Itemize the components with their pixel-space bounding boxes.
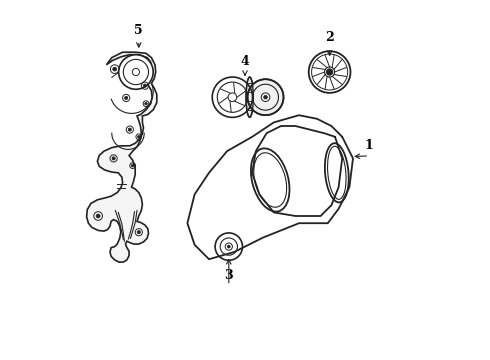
Circle shape [264, 95, 268, 99]
Text: 3: 3 [224, 269, 233, 282]
Circle shape [96, 214, 100, 218]
Circle shape [145, 102, 147, 105]
Circle shape [124, 96, 128, 100]
Circle shape [131, 164, 134, 167]
Text: 1: 1 [365, 139, 373, 152]
Ellipse shape [246, 77, 253, 117]
Circle shape [247, 79, 284, 115]
Circle shape [143, 84, 147, 87]
Circle shape [119, 55, 153, 89]
Text: 4: 4 [241, 55, 249, 68]
Text: 5: 5 [134, 24, 143, 37]
Circle shape [227, 245, 230, 248]
Circle shape [138, 135, 140, 138]
Polygon shape [87, 52, 157, 262]
Circle shape [113, 67, 117, 71]
Text: 2: 2 [325, 31, 334, 44]
Circle shape [137, 231, 141, 234]
Circle shape [326, 69, 333, 75]
Circle shape [112, 157, 115, 160]
Circle shape [128, 128, 131, 131]
